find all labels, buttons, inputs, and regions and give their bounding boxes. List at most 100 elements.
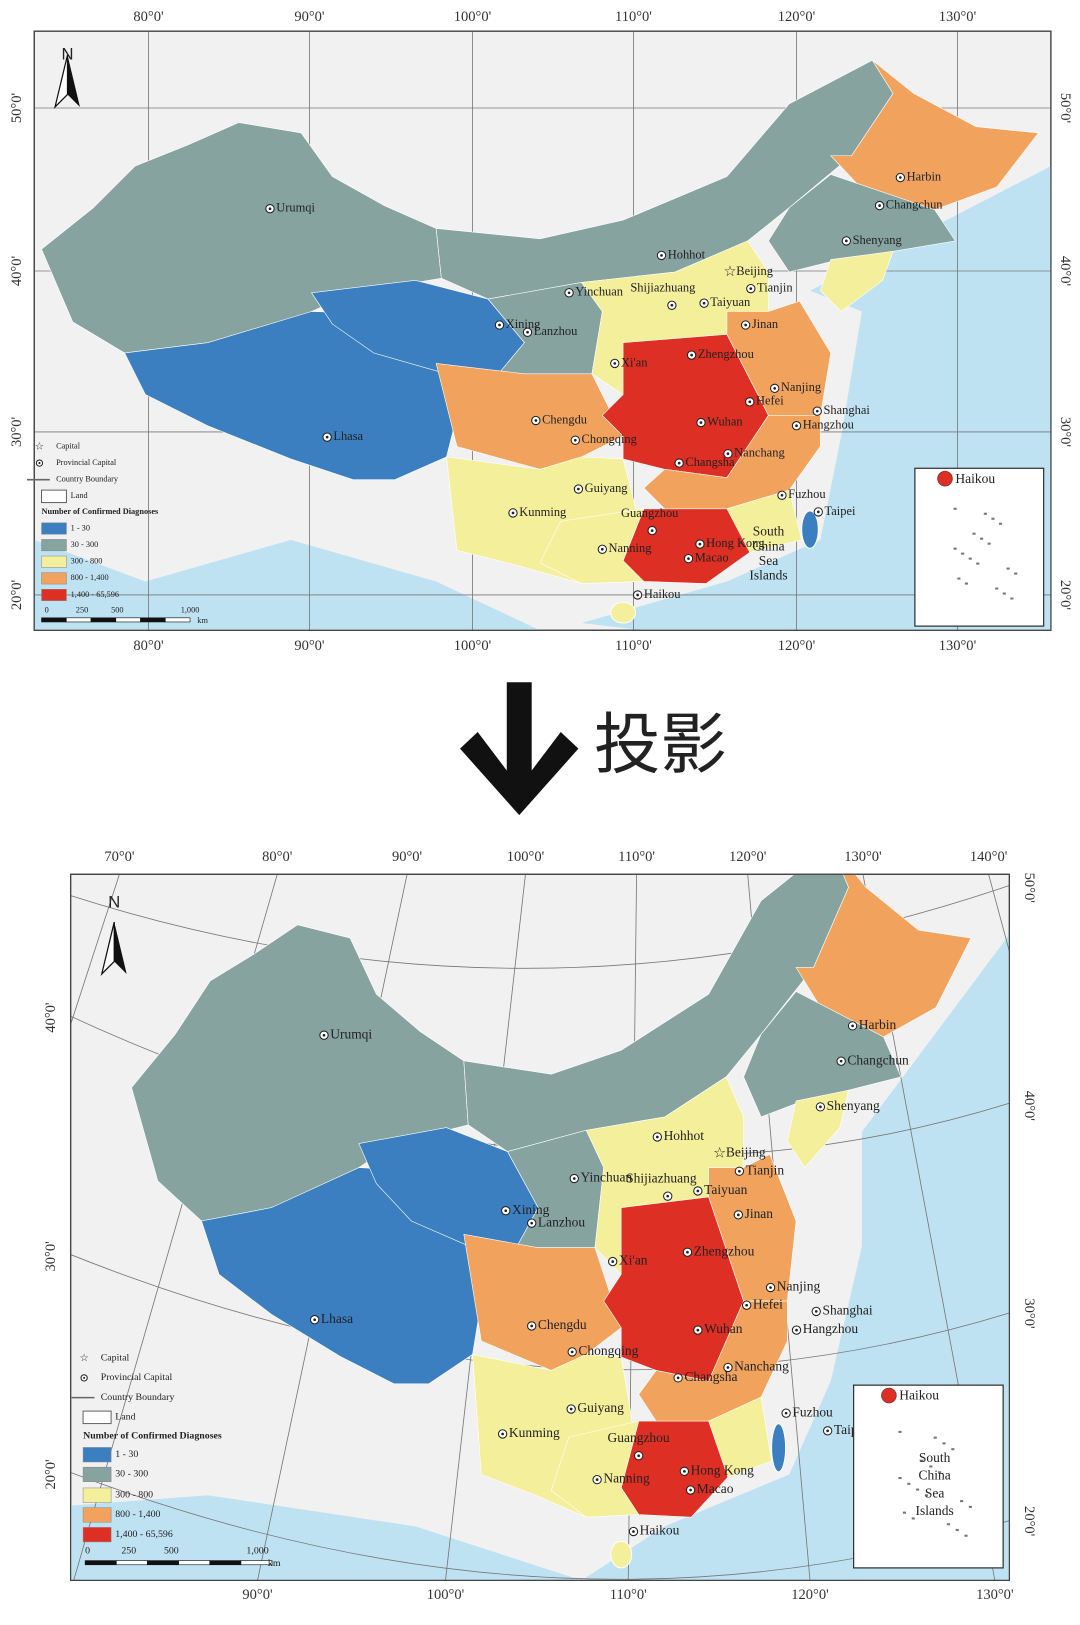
legend-label: Land (115, 1412, 135, 1423)
latitude-label: 30°0' (1021, 1298, 1037, 1328)
longitude-label: 130°0' (939, 9, 976, 25)
province-region (787, 1090, 848, 1167)
city-dot-center (577, 487, 580, 491)
latitude-label: 30°0' (1057, 417, 1073, 447)
arrow-label: 投影 (594, 706, 727, 784)
scale-label: 1,000 (246, 1546, 268, 1557)
north-label: N (108, 893, 120, 912)
map-frame (69, 873, 1011, 1581)
city-label: Haikou (640, 1523, 680, 1538)
longitude-label: 130°0' (976, 1587, 1013, 1603)
legend-label: 1 - 30 (115, 1449, 138, 1460)
city-label: Nanning (609, 541, 652, 555)
inset-hainan (937, 470, 953, 487)
island (987, 542, 991, 545)
city-dot-center (660, 254, 663, 257)
province-region (727, 301, 831, 415)
city-label: Hefei (756, 394, 784, 408)
city-label: Guangzhou (608, 1430, 670, 1445)
scale-segment (209, 1560, 242, 1566)
city-label: Lanzhou (538, 1214, 585, 1229)
city-dot-center (530, 1324, 534, 1328)
city-label: Changsha (684, 1369, 737, 1384)
city-label: Shijiazhuang (630, 281, 695, 295)
city-label: Nanjing (777, 1279, 821, 1294)
city-label: Xining (506, 317, 541, 331)
city-dot-center (572, 1177, 576, 1180)
city-dot-center (699, 421, 703, 424)
city-dot-center (313, 1318, 317, 1322)
city-dot-center (878, 204, 881, 207)
city-label: Beijing (726, 1145, 766, 1160)
latitude-label: 50°0' (1021, 873, 1037, 903)
sea-label: Sea (925, 1485, 944, 1500)
island (964, 582, 968, 585)
island (916, 1488, 920, 1491)
city-label: Macao (695, 550, 729, 564)
legend-land (82, 1410, 112, 1425)
island (1010, 597, 1014, 600)
city-label: Urumqi (276, 201, 315, 215)
island (907, 1482, 911, 1485)
longitude-label: 110°0' (615, 9, 652, 25)
sea (70, 1495, 582, 1581)
longitude-label: 120°0' (778, 9, 815, 25)
province-region (709, 1154, 796, 1301)
legend-star: ☆ (35, 440, 44, 452)
longitude-label: 100°0' (507, 849, 544, 865)
taiwan (802, 511, 819, 548)
scale-unit: km (197, 616, 208, 625)
island (1002, 592, 1006, 595)
city-dot-center (819, 1105, 822, 1109)
island (955, 1528, 959, 1532)
legend-label: Provincial Capital (101, 1372, 173, 1383)
city-label: Xi'an (621, 355, 648, 369)
city-dot-center (600, 547, 604, 551)
island (898, 1476, 902, 1480)
city-label: Hohhot (668, 247, 706, 261)
taiwan (772, 1424, 786, 1472)
latitude-label: 30°0' (9, 417, 25, 447)
city-label: Hangzhou (803, 1321, 859, 1336)
city-dot-center (569, 1407, 573, 1411)
city-label: Shenyang (827, 1098, 880, 1113)
city-dot-center (511, 511, 515, 515)
island (1014, 572, 1018, 575)
north-arrow (100, 921, 115, 976)
city-label: Nanchang (734, 446, 784, 460)
city-label: Chengdu (542, 412, 588, 426)
city-dot-center (726, 452, 730, 456)
city-dot-center (611, 1260, 615, 1263)
city-label: Zhengzhou (698, 347, 755, 361)
city-dot-center (814, 1310, 818, 1313)
city-dot-center (815, 409, 819, 413)
city-label: Wuhan (704, 1321, 743, 1336)
city-label: Guiyang (577, 1400, 624, 1415)
sea (34, 539, 540, 631)
scale-segment (84, 1560, 117, 1566)
scale-segment (41, 617, 67, 623)
longitude-label: 110°0' (610, 1587, 647, 1603)
city-dot-center (534, 419, 538, 422)
legend-label: 800 - 1,400 (71, 573, 109, 582)
city-dot-center (698, 542, 702, 546)
city-label: Zhengzhou (694, 1243, 755, 1258)
island (983, 512, 987, 515)
city-dot-center (898, 176, 902, 179)
north-arrow (53, 54, 69, 109)
legend-swatch (82, 1447, 112, 1463)
longitude-label: 100°0' (454, 9, 491, 25)
city-dot-center (689, 1488, 692, 1492)
city-label: Harbin (907, 169, 942, 183)
sea-label: China (752, 538, 784, 553)
city-dot-center (498, 323, 501, 327)
city-label: Shenyang (853, 233, 902, 247)
longitude-label: 110°0' (618, 849, 655, 865)
legend-label: 1 - 30 (71, 523, 90, 532)
city-dot-center (844, 239, 848, 243)
longitude-label: 120°0' (791, 1587, 828, 1603)
scale-segment (240, 1560, 273, 1566)
city-dot-center (696, 1189, 700, 1193)
